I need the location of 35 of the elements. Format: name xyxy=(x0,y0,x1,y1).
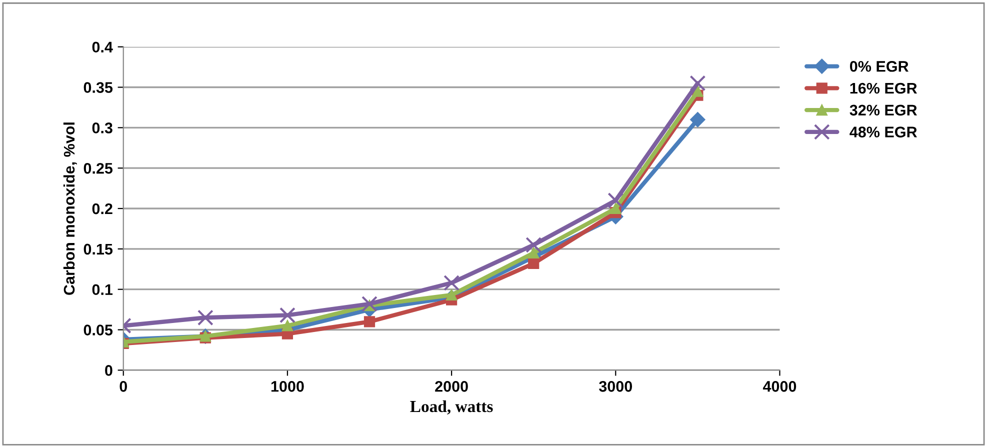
point xyxy=(528,258,540,270)
point xyxy=(692,86,704,97)
x-tick-label: 1000 xyxy=(271,381,304,392)
x-tick-label: 0 xyxy=(120,381,127,392)
y-tick-label: 0.1 xyxy=(92,284,113,296)
legend-label: 32% EGR xyxy=(850,104,917,116)
y-tick-label: 0.15 xyxy=(84,244,113,255)
y-tick-label: 0.35 xyxy=(84,82,113,93)
point xyxy=(610,202,622,214)
point xyxy=(528,247,540,259)
point xyxy=(197,310,214,326)
point xyxy=(279,307,296,324)
legend-label: 48% EGR xyxy=(850,126,917,138)
legend-label: 16% EGR xyxy=(850,82,917,94)
y-tick-label: 0 xyxy=(105,365,112,376)
y-tick-label: 0.25 xyxy=(84,162,113,174)
y-tick-label: 0.3 xyxy=(92,122,112,134)
y-axis-title: Carbon monoxide, %vol xyxy=(63,122,77,295)
x-tick-label: 2000 xyxy=(435,381,468,392)
point xyxy=(446,289,458,301)
point xyxy=(526,236,542,253)
point xyxy=(608,192,624,208)
point xyxy=(690,75,706,92)
point xyxy=(362,296,378,312)
y-tick-label: 0.4 xyxy=(92,42,113,53)
y-tick-label: 0.05 xyxy=(84,324,113,336)
legend-label: 0% EGR xyxy=(850,60,909,72)
point xyxy=(444,274,460,291)
point xyxy=(690,112,706,128)
point xyxy=(282,320,294,332)
y-tick-label: 0.2 xyxy=(92,203,112,214)
x-axis-title: Load, watts xyxy=(410,400,493,415)
point xyxy=(364,316,376,328)
x-tick-label: 4000 xyxy=(762,381,796,392)
x-tick-label: 3000 xyxy=(599,381,632,392)
